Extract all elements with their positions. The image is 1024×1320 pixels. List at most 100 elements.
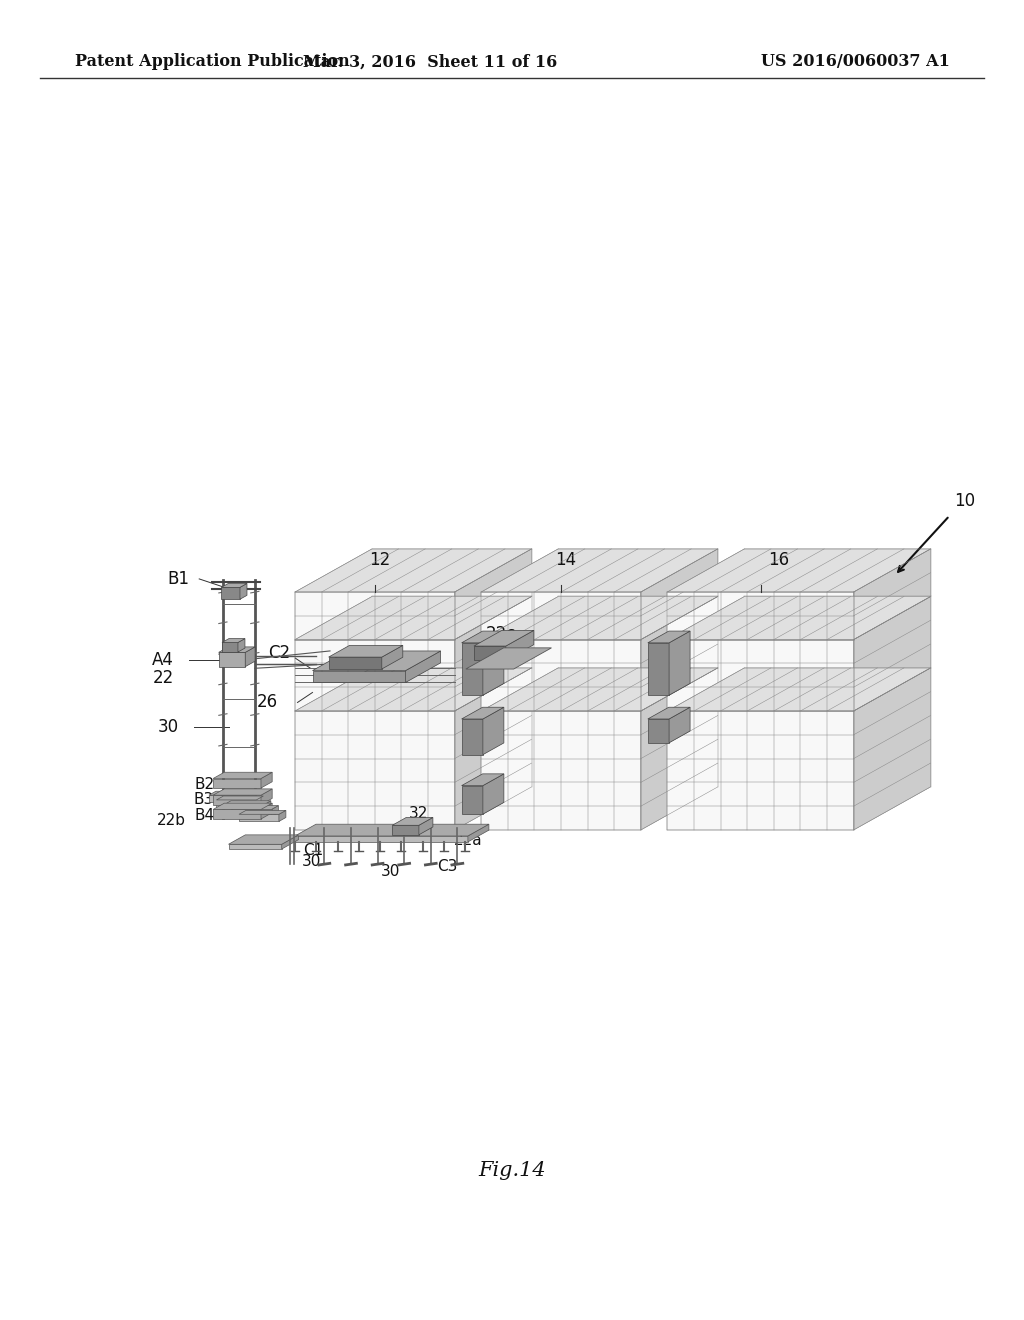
- Polygon shape: [668, 549, 931, 591]
- Polygon shape: [295, 824, 488, 836]
- Polygon shape: [329, 645, 402, 657]
- Polygon shape: [466, 648, 552, 669]
- Polygon shape: [462, 643, 483, 696]
- Polygon shape: [669, 708, 690, 743]
- Polygon shape: [224, 801, 271, 805]
- Polygon shape: [209, 791, 256, 795]
- Polygon shape: [282, 834, 299, 849]
- Polygon shape: [481, 668, 718, 711]
- Polygon shape: [295, 591, 455, 640]
- Text: 12: 12: [370, 550, 390, 569]
- Text: Mar. 3, 2016  Sheet 11 of 16: Mar. 3, 2016 Sheet 11 of 16: [303, 54, 557, 70]
- Text: B4: B4: [195, 808, 214, 822]
- Polygon shape: [669, 631, 690, 696]
- Polygon shape: [295, 549, 531, 591]
- Text: Patent Application Publication: Patent Application Publication: [75, 54, 350, 70]
- Polygon shape: [648, 719, 669, 743]
- Polygon shape: [641, 597, 718, 711]
- Polygon shape: [455, 668, 531, 830]
- Text: C1: C1: [303, 843, 323, 858]
- Polygon shape: [219, 647, 255, 652]
- Polygon shape: [231, 805, 279, 809]
- Polygon shape: [392, 825, 419, 834]
- Polygon shape: [419, 817, 433, 834]
- Polygon shape: [462, 785, 483, 814]
- Polygon shape: [240, 583, 247, 599]
- Polygon shape: [261, 772, 272, 788]
- Text: 22a: 22a: [455, 833, 483, 849]
- Polygon shape: [295, 711, 455, 830]
- Polygon shape: [382, 645, 402, 669]
- Text: 32: 32: [410, 807, 429, 821]
- Text: C3: C3: [437, 859, 458, 874]
- Polygon shape: [462, 719, 483, 755]
- Polygon shape: [481, 549, 718, 591]
- Polygon shape: [406, 651, 440, 682]
- Polygon shape: [213, 789, 272, 795]
- Polygon shape: [474, 631, 534, 645]
- Polygon shape: [481, 597, 718, 640]
- Text: 10: 10: [954, 491, 975, 510]
- Polygon shape: [483, 708, 504, 755]
- Text: C2: C2: [268, 644, 291, 663]
- Polygon shape: [668, 668, 931, 711]
- Polygon shape: [641, 549, 718, 640]
- Polygon shape: [481, 711, 641, 830]
- Text: A4: A4: [153, 651, 174, 669]
- Polygon shape: [854, 597, 931, 711]
- Polygon shape: [228, 834, 299, 845]
- Polygon shape: [668, 640, 854, 711]
- Polygon shape: [213, 809, 261, 818]
- Text: B2: B2: [195, 776, 214, 792]
- Polygon shape: [295, 668, 531, 711]
- Polygon shape: [231, 809, 271, 817]
- Polygon shape: [462, 774, 504, 785]
- Polygon shape: [213, 795, 261, 805]
- Text: 30: 30: [381, 865, 400, 879]
- Polygon shape: [468, 824, 488, 842]
- Polygon shape: [854, 668, 931, 830]
- Polygon shape: [239, 814, 279, 821]
- Polygon shape: [483, 631, 504, 696]
- Text: 22: 22: [153, 669, 174, 688]
- Polygon shape: [329, 657, 382, 669]
- Polygon shape: [213, 779, 261, 788]
- Polygon shape: [213, 803, 272, 809]
- Text: US 2016/0060037 A1: US 2016/0060037 A1: [761, 54, 950, 70]
- Polygon shape: [668, 711, 854, 830]
- Polygon shape: [222, 639, 245, 643]
- Polygon shape: [264, 801, 271, 812]
- Polygon shape: [245, 647, 255, 667]
- Polygon shape: [295, 640, 455, 711]
- Polygon shape: [221, 583, 247, 587]
- Polygon shape: [221, 587, 240, 599]
- Text: Fig.14: Fig.14: [478, 1160, 546, 1180]
- Polygon shape: [238, 639, 245, 652]
- Text: 14: 14: [555, 550, 577, 569]
- Text: 30: 30: [158, 718, 179, 737]
- Polygon shape: [261, 803, 272, 818]
- Polygon shape: [213, 772, 272, 779]
- Polygon shape: [271, 805, 279, 817]
- Polygon shape: [641, 668, 718, 830]
- Polygon shape: [219, 652, 245, 667]
- Polygon shape: [279, 810, 286, 821]
- Polygon shape: [249, 791, 256, 803]
- Text: 26: 26: [256, 693, 278, 711]
- Text: B3: B3: [194, 792, 214, 808]
- Polygon shape: [256, 796, 263, 807]
- Polygon shape: [481, 591, 641, 640]
- Polygon shape: [216, 796, 263, 800]
- Polygon shape: [228, 845, 282, 849]
- Polygon shape: [668, 591, 854, 640]
- Polygon shape: [224, 805, 264, 812]
- Text: 22c: 22c: [486, 626, 516, 643]
- Polygon shape: [455, 549, 531, 640]
- Polygon shape: [481, 640, 641, 711]
- Polygon shape: [312, 651, 440, 671]
- Polygon shape: [239, 810, 286, 814]
- Polygon shape: [295, 597, 531, 640]
- Polygon shape: [261, 789, 272, 805]
- Text: 16: 16: [768, 550, 790, 569]
- Polygon shape: [222, 643, 238, 652]
